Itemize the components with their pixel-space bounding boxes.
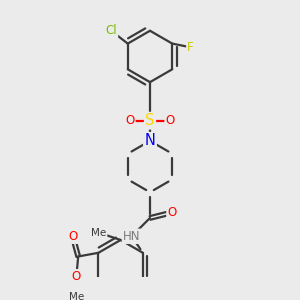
Text: Me: Me bbox=[91, 228, 106, 238]
Text: Me: Me bbox=[69, 292, 84, 300]
Text: O: O bbox=[167, 206, 177, 219]
Text: O: O bbox=[68, 230, 77, 243]
Text: Cl: Cl bbox=[105, 24, 117, 37]
Text: O: O bbox=[166, 114, 175, 127]
Text: N: N bbox=[145, 134, 155, 148]
Text: O: O bbox=[125, 114, 134, 127]
Text: HN: HN bbox=[123, 230, 140, 243]
Text: O: O bbox=[72, 270, 81, 283]
Text: N: N bbox=[145, 134, 155, 148]
Text: S: S bbox=[145, 113, 155, 128]
Text: F: F bbox=[187, 41, 194, 54]
